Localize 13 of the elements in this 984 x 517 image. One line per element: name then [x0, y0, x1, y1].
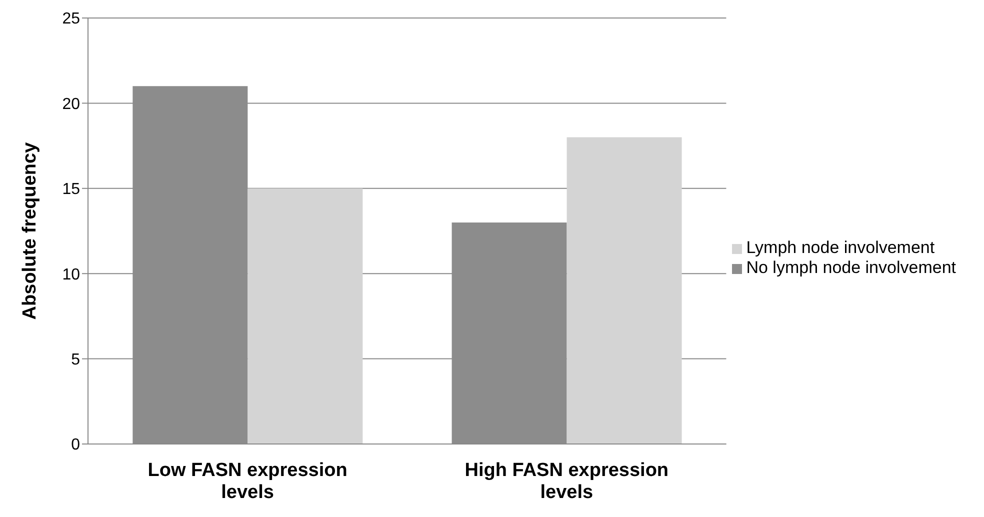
- bar: [248, 188, 363, 444]
- y-tick-label: 20: [62, 96, 80, 113]
- y-tick-label: 0: [71, 436, 80, 454]
- legend-label: Lymph node involvement: [746, 238, 935, 257]
- y-tick-label: 10: [62, 266, 80, 284]
- y-axis-title: Absolute frequency: [20, 142, 41, 320]
- x-tick-label: Low FASN expression levels: [148, 460, 348, 503]
- legend-label: No lymph node involvement: [746, 258, 956, 277]
- y-tick-label: 5: [71, 351, 80, 368]
- y-tick-label: 25: [62, 10, 80, 28]
- y-tick-label: 15: [62, 181, 80, 198]
- x-tick-label: High FASN expression levels: [464, 460, 669, 503]
- bar: [566, 137, 682, 444]
